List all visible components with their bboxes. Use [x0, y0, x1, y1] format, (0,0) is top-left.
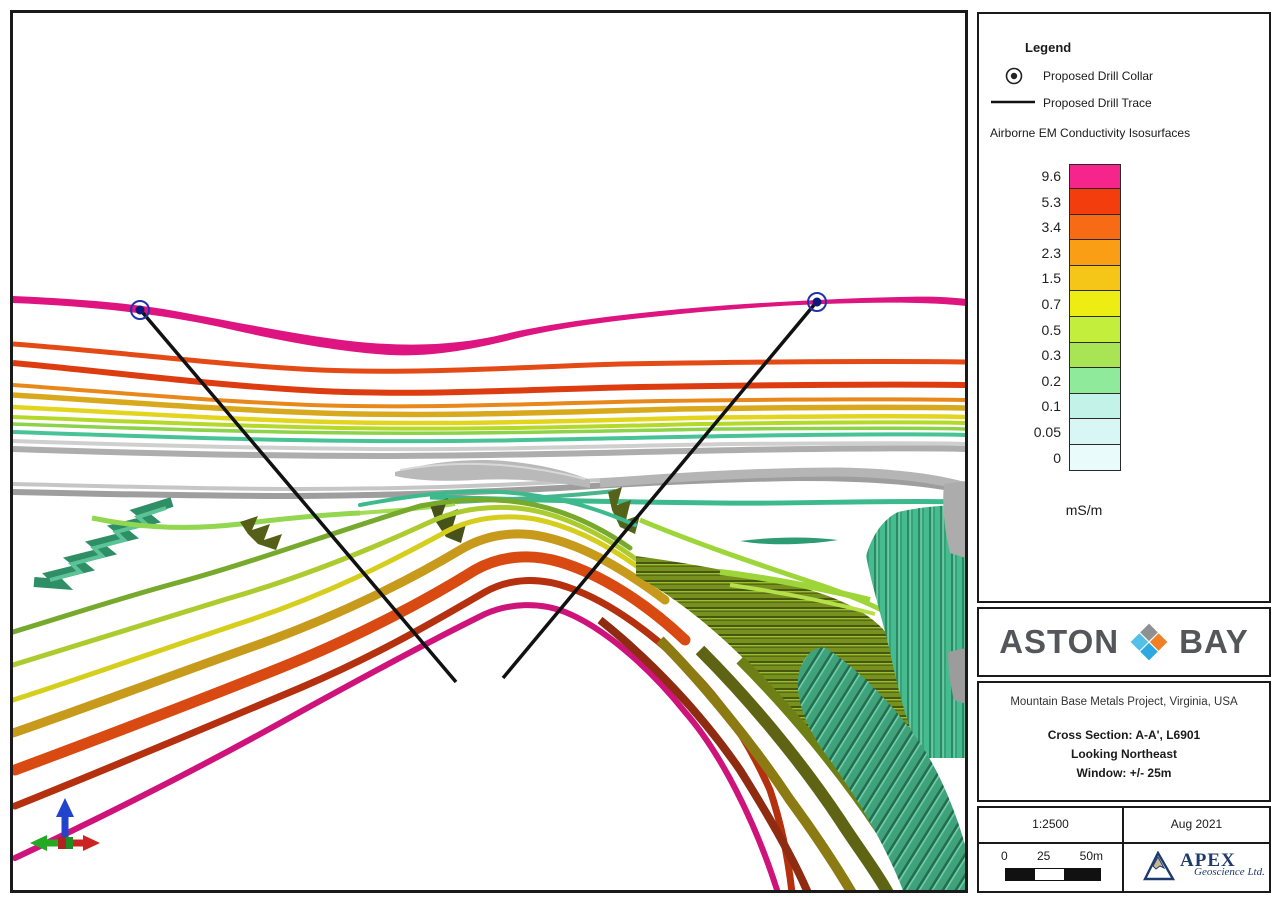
- scale-swatch: [1069, 264, 1121, 292]
- scale-bar-tick-0: 0: [1001, 849, 1008, 863]
- left-teal-staircase: [33, 497, 174, 591]
- middle-gray-horizon: [13, 460, 965, 506]
- upper-isosurface-bands: [13, 296, 965, 460]
- scale-row: 0.5: [989, 315, 1123, 344]
- section-id: Cross Section: A-A', L6901: [1047, 728, 1201, 742]
- project-title: Mountain Base Metals Project, Virginia, …: [1010, 696, 1238, 708]
- section-window: Window: +/- 25m: [1076, 766, 1172, 780]
- scale-swatch: [1069, 188, 1121, 216]
- brand-word-bay: BAY: [1179, 623, 1249, 660]
- scale-value: 2.3: [1041, 244, 1061, 261]
- scale-bar: [1005, 868, 1101, 881]
- scale-swatch: [1069, 164, 1121, 190]
- scale-value: 0.3: [1041, 347, 1061, 364]
- scale-bar-tick-50: 50m: [1079, 849, 1103, 863]
- scale-swatch: [1069, 418, 1121, 446]
- drill-trace-1: [141, 311, 458, 684]
- axis-gizmo-icon: [30, 798, 100, 851]
- scale-ratio-cell: 1:2500: [979, 808, 1124, 844]
- section-orientation: Looking Northeast: [1070, 747, 1177, 761]
- legend-title: Legend: [1025, 40, 1072, 55]
- scale-swatch: [1069, 213, 1121, 241]
- scale-value: 0.7: [1041, 295, 1061, 312]
- drill-collar-1: [130, 300, 150, 320]
- scale-row: 2.3: [989, 239, 1123, 267]
- dome-isosurface-bands: [13, 489, 796, 890]
- legend-box: Legend Proposed Drill Collar Proposed Dr…: [977, 12, 1271, 603]
- scale-row: 0.05: [989, 418, 1123, 446]
- map-date: Aug 2021: [1170, 817, 1223, 831]
- drill-collar-icon: [1005, 67, 1023, 85]
- scale-row: 0: [989, 443, 1123, 472]
- scale-row: 3.4: [989, 213, 1123, 241]
- scale-value: 0: [1053, 449, 1061, 466]
- scale-bar-cell: 0 25 50m: [979, 844, 1124, 891]
- cross-section-panel: [10, 10, 968, 893]
- scale-value: 1.5: [1041, 270, 1061, 287]
- scale-swatch: [1069, 341, 1121, 369]
- aston-bay-diamond-icon: [1130, 623, 1168, 661]
- scale-value: 5.3: [1041, 193, 1061, 210]
- scale-swatch: [1069, 290, 1121, 318]
- scale-swatch: [1069, 239, 1121, 267]
- date-cell: Aug 2021: [1124, 808, 1269, 844]
- cross-section-figure: [13, 292, 965, 890]
- drill-trace-icon: [991, 100, 1035, 104]
- company-logo-box: ASTON BAY: [977, 607, 1271, 677]
- scale-row: 0.3: [989, 341, 1123, 369]
- scale-row: 1.5: [989, 264, 1123, 292]
- legend-label-drill-collar: Proposed Drill Collar: [1043, 69, 1154, 83]
- scale-bar-tick-25: 25: [1036, 849, 1051, 863]
- drill-trace-2: [501, 303, 816, 680]
- right-flank-masses: [597, 481, 965, 890]
- title-block-grid: 1:2500 Aug 2021 0 25 50m APEX Geoscience…: [977, 806, 1271, 893]
- consultant-cell: APEX Geoscience Ltd.: [1124, 844, 1269, 891]
- scale-row: 5.3: [989, 188, 1123, 216]
- scale-value: 0.05: [1033, 423, 1061, 440]
- scale-swatch: [1069, 367, 1121, 395]
- scale-row: 9.6: [989, 164, 1123, 190]
- scale-unit: mS/m: [1065, 502, 1103, 518]
- brand-word-aston: ASTON: [999, 623, 1120, 660]
- conductivity-scale: 9.6 5.3 3.4 2.3 1.5 0.7 0.5 0.3 0.2 0.1 …: [989, 164, 1123, 472]
- legend-label-drill-trace: Proposed Drill Trace: [1043, 96, 1152, 110]
- project-info-box: Mountain Base Metals Project, Virginia, …: [977, 681, 1271, 802]
- scale-value: 3.4: [1041, 219, 1061, 236]
- apex-name: APEX: [1180, 850, 1236, 871]
- scale-value: 0.5: [1041, 321, 1061, 338]
- drill-collar-2: [807, 292, 827, 312]
- apex-logo: APEX Geoscience Ltd.: [1142, 851, 1265, 883]
- apex-triangle-icon: [1143, 851, 1176, 881]
- scale-row: 0.7: [989, 290, 1123, 318]
- isosurface-heading: Airborne EM Conductivity Isosurfaces: [990, 126, 1191, 140]
- scale-value: 9.6: [1041, 168, 1061, 184]
- scale-row: 0.1: [989, 392, 1123, 420]
- scale-value: 0.2: [1041, 372, 1061, 389]
- aston-bay-logo: ASTON BAY: [999, 621, 1249, 663]
- scale-swatch: [1069, 392, 1121, 420]
- scale-swatch: [1069, 443, 1121, 472]
- scale-row: 0.2: [989, 367, 1123, 395]
- scale-value: 0.1: [1041, 398, 1061, 415]
- scale-ratio: 1:2500: [1032, 817, 1069, 831]
- apex-subtitle: Geoscience Ltd.: [1194, 866, 1265, 878]
- scale-swatch: [1069, 315, 1121, 344]
